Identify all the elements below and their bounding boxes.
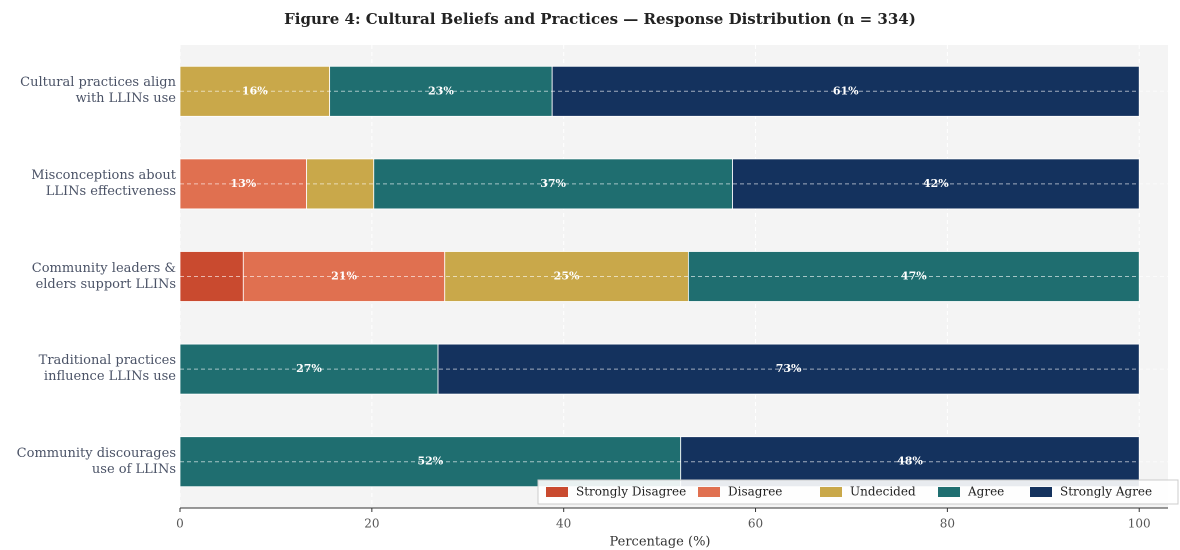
data-label: 52% [417, 455, 443, 468]
chart-title: Figure 4: Cultural Beliefs and Practices… [284, 10, 916, 28]
y-tick-label: Community discourages use of LLINs [16, 445, 176, 477]
legend-swatch [938, 487, 960, 497]
legend-label: Strongly Agree [1060, 485, 1152, 499]
x-tick-label: 0 [176, 517, 184, 531]
x-tick-label: 40 [556, 517, 571, 531]
legend-swatch [698, 487, 720, 497]
legend-swatch [1030, 487, 1052, 497]
y-tick-label: Traditional practices influence LLINs us… [38, 353, 176, 385]
legend-swatch [820, 487, 842, 497]
y-tick-label: Misconceptions about LLINs effectiveness [31, 167, 176, 199]
bar-segment [179, 436, 682, 488]
x-tick-label: 60 [748, 517, 763, 531]
y-tick-label: Community leaders & elders support LLINs [31, 260, 176, 292]
x-tick-label: 100 [1128, 517, 1151, 531]
legend-label: Agree [967, 485, 1004, 499]
x-tick-label: 20 [364, 517, 379, 531]
data-label: 47% [901, 270, 927, 283]
legend-label: Strongly Disagree [576, 485, 686, 499]
data-label: 73% [776, 362, 802, 375]
y-tick-label: Cultural practices align with LLINs use [20, 75, 176, 107]
legend-label: Undecided [850, 485, 916, 499]
legend-label: Disagree [728, 485, 782, 499]
legend-box [537, 479, 1179, 505]
x-tick-label: 80 [940, 517, 955, 531]
legend: Strongly Disagree Disagree Undecided Agree S… [537, 479, 1179, 505]
data-label: 16% [242, 84, 268, 97]
x-axis-label: Percentage (%) [609, 535, 710, 550]
legend-swatch [546, 487, 568, 497]
